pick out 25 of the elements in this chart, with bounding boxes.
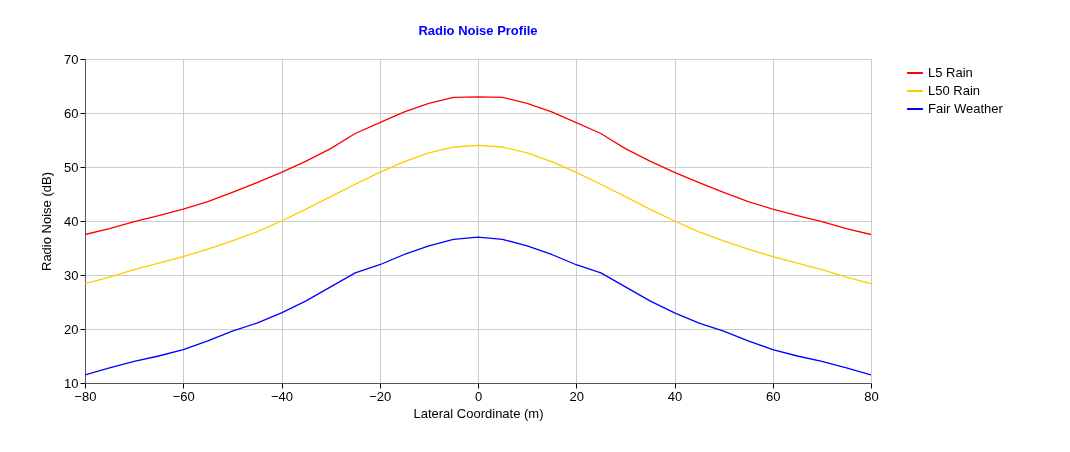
- y-tick-label: 10: [64, 375, 79, 391]
- y-tick-label: 50: [64, 159, 79, 175]
- x-tick-label: 40: [667, 388, 683, 404]
- legend-label: Fair Weather: [928, 101, 1004, 116]
- legend-label: L5 Rain: [928, 65, 973, 80]
- x-tick-label: 60: [766, 388, 781, 404]
- chart-title: Radio Noise Profile: [418, 23, 538, 38]
- y-tick-label: 60: [64, 105, 79, 121]
- y-axis-title: Radio Noise (dB): [39, 172, 55, 271]
- y-tick-label: 70: [64, 51, 79, 67]
- line-series: [85, 236, 871, 376]
- x-tick-label: −60: [172, 388, 195, 404]
- x-tick-label: 80: [864, 388, 879, 404]
- x-tick-label: 20: [569, 388, 584, 404]
- x-axis-title: Lateral Coordinate (m): [413, 405, 544, 421]
- x-tick-label: −80: [74, 388, 97, 404]
- y-tick-label: 40: [64, 213, 79, 229]
- y-tick-label: 20: [64, 321, 79, 337]
- x-tick-label: 0: [474, 388, 483, 404]
- y-tick-label: 30: [64, 267, 79, 283]
- line-series: [85, 144, 871, 285]
- legend-label: L50 Rain: [928, 83, 981, 98]
- x-tick-label: −20: [369, 388, 392, 404]
- x-tick-label: −40: [270, 388, 294, 404]
- line-series: [85, 96, 871, 236]
